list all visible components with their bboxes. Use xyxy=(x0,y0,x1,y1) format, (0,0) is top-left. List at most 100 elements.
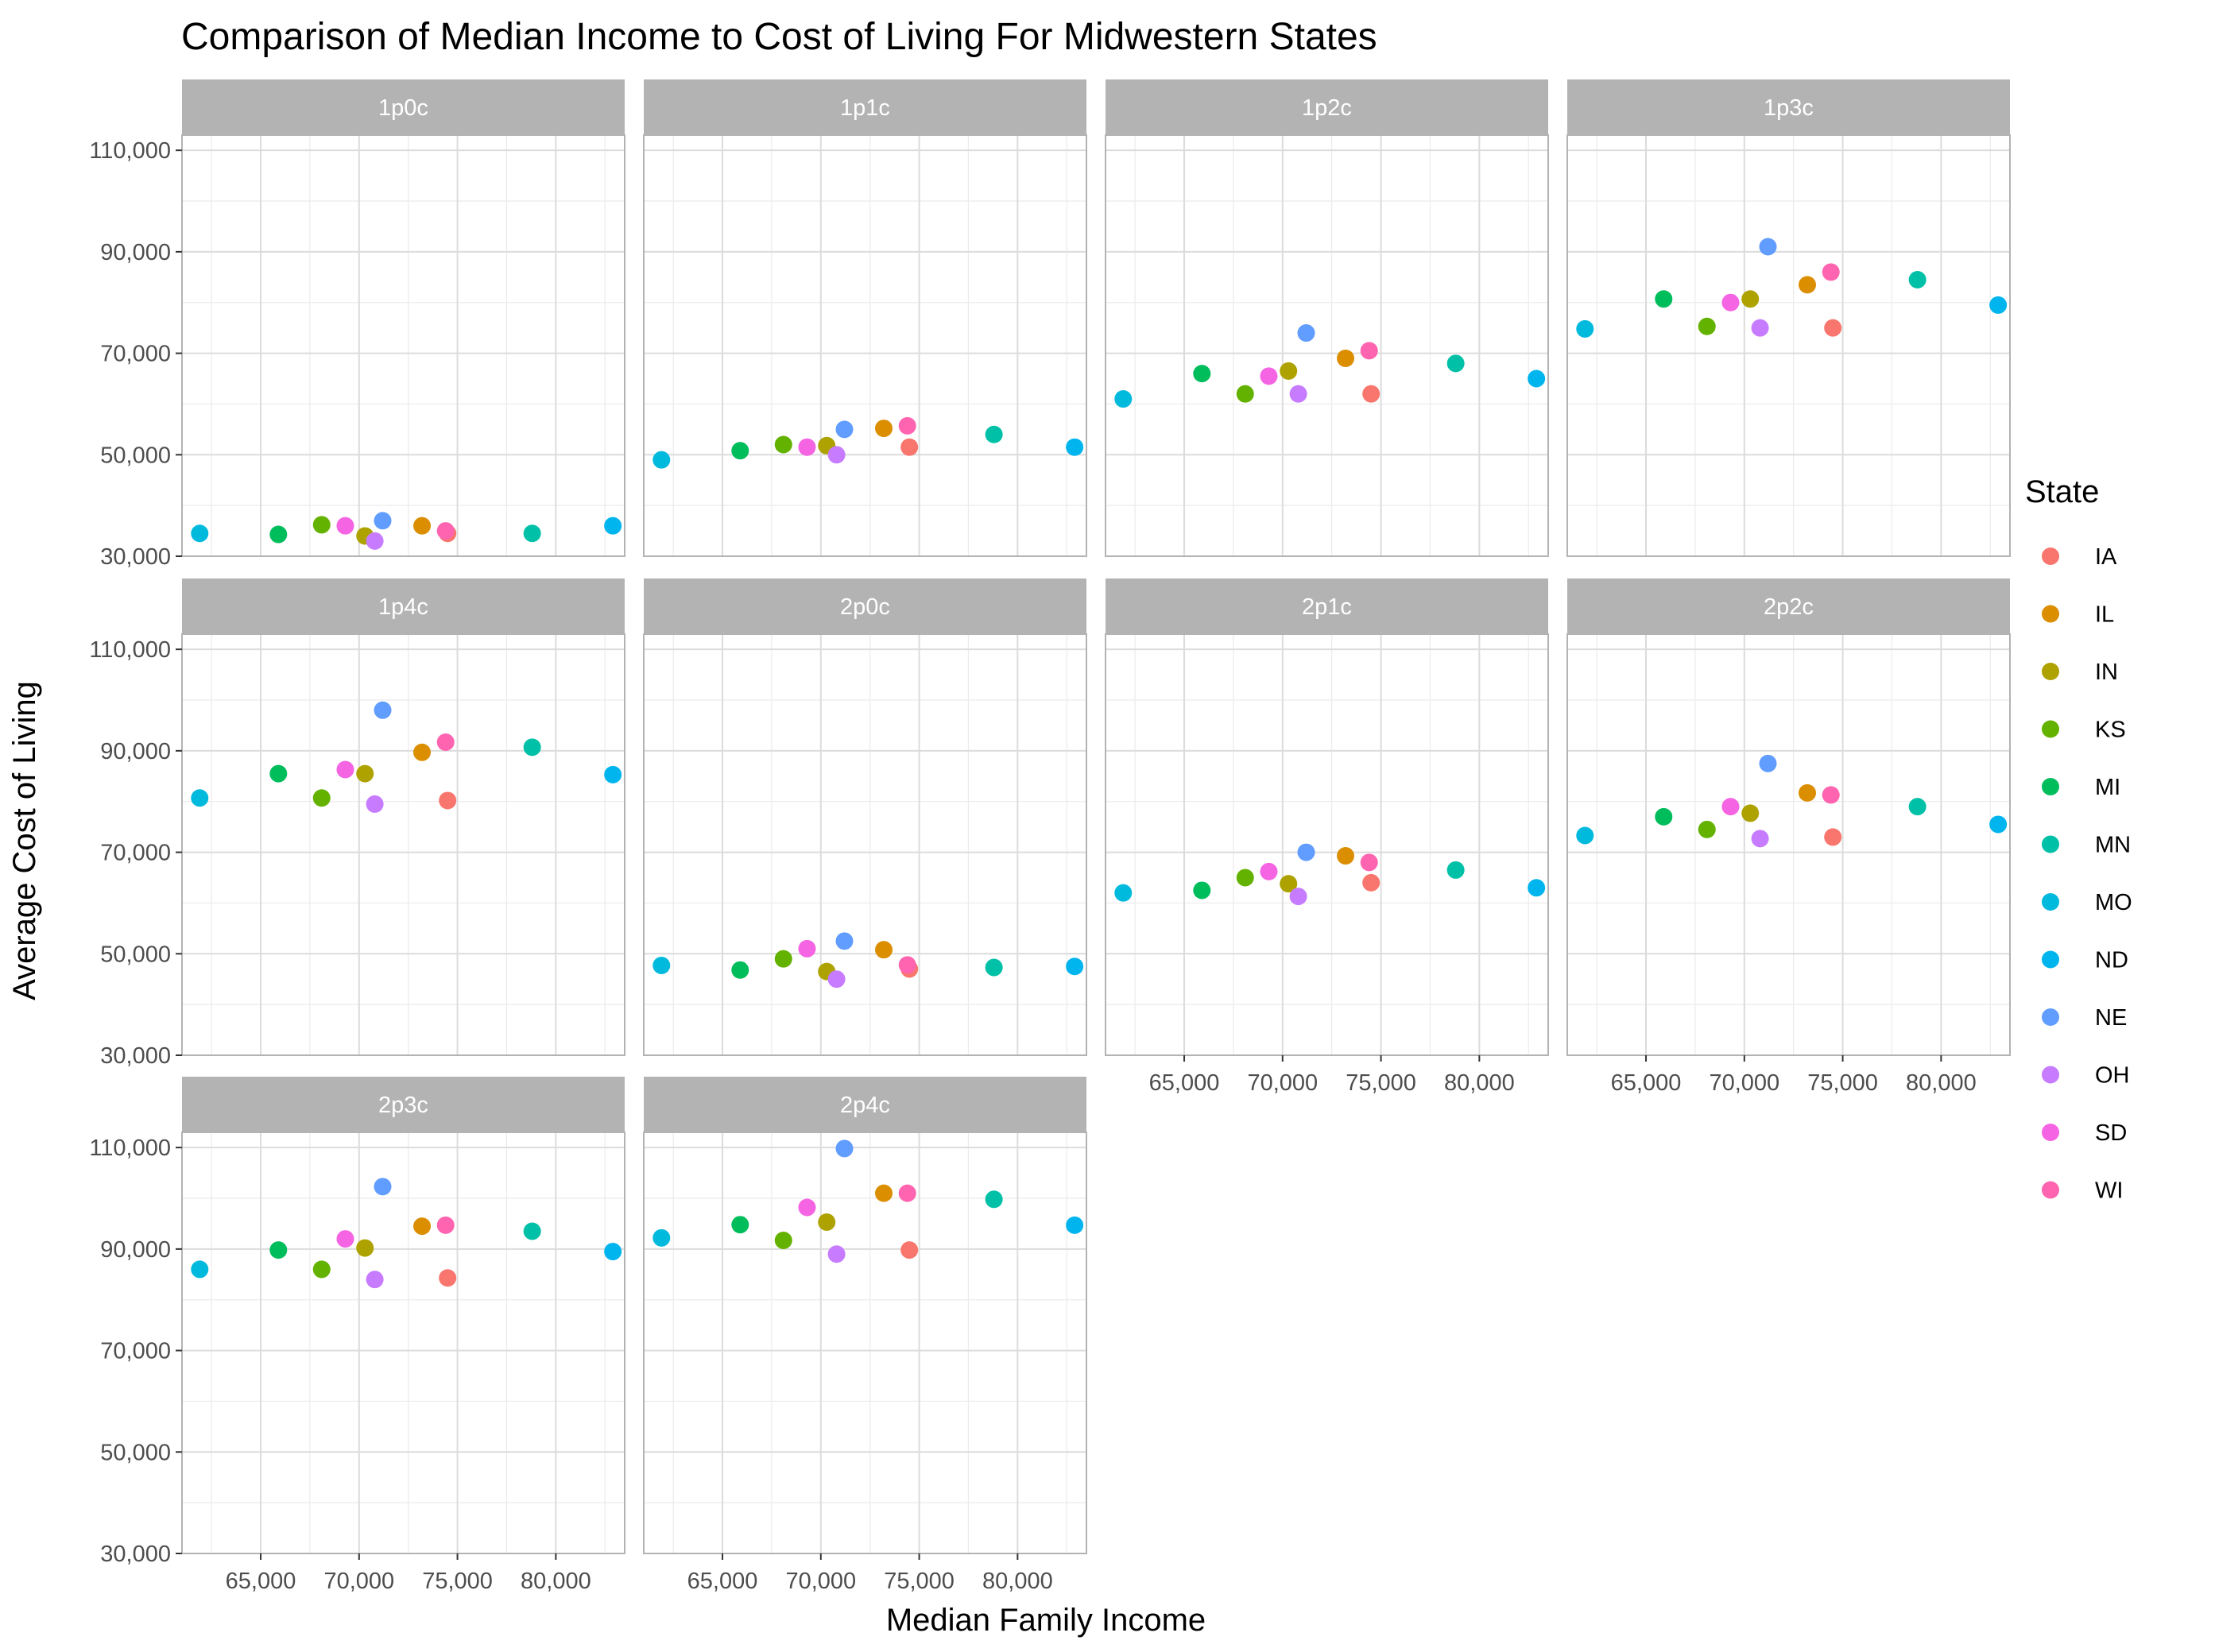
legend-label: MO xyxy=(2095,890,2132,915)
facet-strip xyxy=(182,1077,625,1132)
point-mo xyxy=(1576,319,1594,338)
y-tick-label: 70,000 xyxy=(100,841,171,866)
point-mi xyxy=(731,442,749,460)
facet-strip-label: 2p2c xyxy=(1764,594,1814,620)
y-tick-label: 30,000 xyxy=(100,544,171,570)
point-il xyxy=(875,420,893,438)
point-ks xyxy=(774,1232,792,1250)
x-tick-label: 65,000 xyxy=(226,1569,296,1594)
legend-entry-oh: OH xyxy=(2042,1063,2130,1089)
point-wi xyxy=(898,956,916,974)
point-ia xyxy=(439,1269,457,1287)
legend: State IA IL IN KS MI MN MO ND NE OH SD WI xyxy=(2025,474,2132,1204)
panel-border xyxy=(1105,134,1549,557)
legend-key xyxy=(2042,720,2059,738)
point-ne xyxy=(1297,843,1315,861)
legend-key xyxy=(2042,663,2059,680)
point-mo xyxy=(652,451,671,469)
point-ks xyxy=(1698,820,1716,838)
facet-panel-2p3c: 2p3c 30,000 50,000 70,000 90,000 110,000 65,00… xyxy=(89,1077,625,1594)
point-nd xyxy=(1989,815,2008,834)
point-ne xyxy=(374,512,392,530)
facet-strip xyxy=(1567,578,2010,634)
point-ne xyxy=(1297,324,1315,342)
chart-title: Comparison of Median Income to Cost of L… xyxy=(181,16,1377,58)
y-tick-label: 30,000 xyxy=(100,1542,171,1567)
panel-background xyxy=(644,1132,1086,1553)
point-nd xyxy=(1066,438,1084,456)
panel-border xyxy=(181,134,625,557)
facet-strip-label: 1p3c xyxy=(1764,95,1814,121)
point-in xyxy=(1280,362,1298,380)
panel-background xyxy=(182,135,625,556)
point-nd xyxy=(1528,369,1546,388)
point-nd xyxy=(604,1243,622,1261)
point-oh xyxy=(1289,385,1307,403)
point-oh xyxy=(1289,888,1307,906)
point-ks xyxy=(1236,385,1254,403)
x-tick-label: 75,000 xyxy=(422,1569,493,1594)
legend-label: KS xyxy=(2095,718,2126,743)
point-il xyxy=(1337,349,1355,367)
panel-background xyxy=(1567,634,2010,1055)
panel-background xyxy=(182,634,625,1055)
y-tick-label: 110,000 xyxy=(89,637,171,663)
point-ia xyxy=(900,1241,919,1259)
point-ia xyxy=(1824,319,1842,337)
legend-key xyxy=(2042,835,2059,853)
point-in xyxy=(1741,804,1760,822)
panel-background xyxy=(644,135,1086,556)
point-mo xyxy=(1114,390,1133,408)
x-tick-label: 80,000 xyxy=(521,1569,591,1594)
y-tick-label: 90,000 xyxy=(100,240,171,265)
panel-border xyxy=(643,633,1087,1056)
point-oh xyxy=(827,446,846,464)
panel-background xyxy=(1567,135,2010,556)
point-nd xyxy=(604,765,622,783)
point-wi xyxy=(1360,342,1378,360)
facet-panel-1p3c: 1p3c xyxy=(1566,79,2011,557)
point-sd xyxy=(1260,367,1278,385)
point-ks xyxy=(774,435,792,454)
y-tick-label: 70,000 xyxy=(100,342,171,367)
point-mi xyxy=(731,1216,749,1234)
point-mi xyxy=(731,961,749,979)
point-in xyxy=(356,764,374,783)
point-ks xyxy=(312,1260,331,1279)
legend-key xyxy=(2042,605,2059,623)
legend-key xyxy=(2042,1181,2059,1199)
legend-key xyxy=(2042,547,2059,565)
y-tick-label: 110,000 xyxy=(89,138,171,164)
panel-border xyxy=(181,1132,625,1554)
point-wi xyxy=(436,1216,455,1234)
point-mi xyxy=(269,764,288,783)
facet-strip xyxy=(182,578,625,634)
x-tick-label: 80,000 xyxy=(1444,1070,1515,1096)
point-ia xyxy=(1824,828,1842,846)
facet-strip-label: 1p0c xyxy=(378,95,428,121)
y-tick-label: 90,000 xyxy=(100,1237,171,1263)
point-oh xyxy=(1751,830,1769,848)
legend-key xyxy=(2042,893,2059,911)
facet-panel-2p2c: 2p2c 65,000 70,000 75,000 80,000 xyxy=(1566,578,2011,1096)
facet-panel-1p0c: 1p0c 30,000 50,000 70,000 90,000 110,000 xyxy=(89,79,625,570)
point-il xyxy=(413,516,432,535)
facet-strip xyxy=(182,79,625,135)
legend-entry-mi: MI xyxy=(2042,775,2120,800)
facet-strip xyxy=(644,1077,1086,1132)
point-mi xyxy=(269,1241,288,1259)
point-ia xyxy=(1362,873,1381,892)
point-ia xyxy=(1362,385,1381,403)
point-il xyxy=(875,941,893,959)
point-mi xyxy=(1193,365,1211,383)
point-mn xyxy=(985,425,1003,443)
point-oh xyxy=(366,795,384,813)
x-tick-label: 75,000 xyxy=(1346,1070,1416,1096)
point-wi xyxy=(898,416,916,435)
point-ks xyxy=(1698,317,1716,335)
panel-border xyxy=(643,134,1087,557)
facet-strip xyxy=(1106,79,1548,135)
x-tick-label: 65,000 xyxy=(687,1569,758,1594)
legend-entry-nd: ND xyxy=(2042,948,2128,973)
